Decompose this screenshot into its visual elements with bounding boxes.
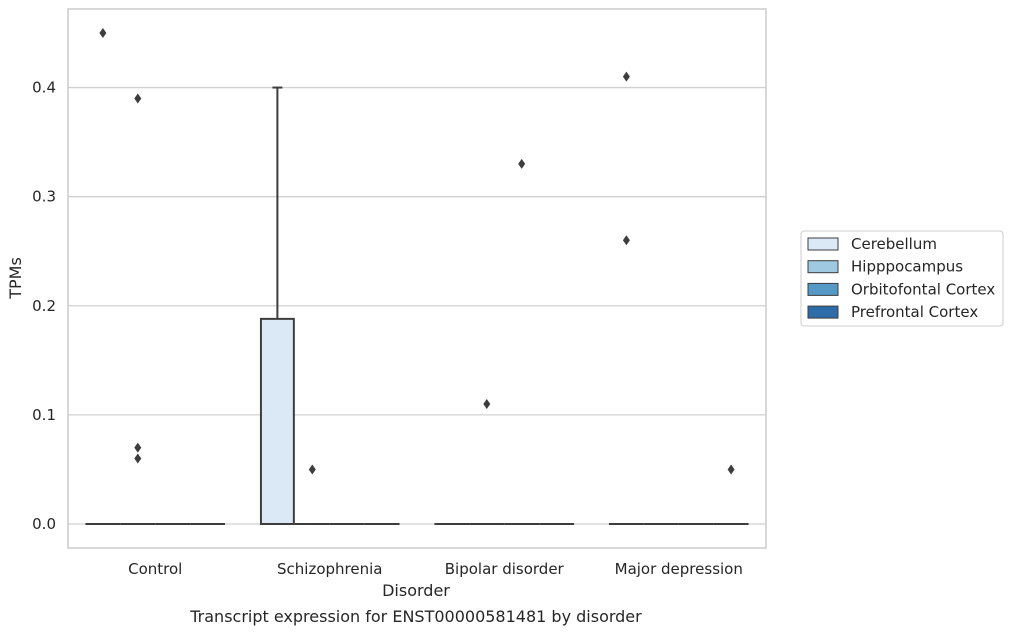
- box-group: [294, 464, 330, 526]
- x-tick-label: Schizophrenia: [277, 560, 382, 578]
- legend-swatch: [807, 305, 839, 319]
- outlier-point: [622, 71, 630, 82]
- box-body: [259, 317, 295, 525]
- outlier-point: [622, 235, 630, 246]
- legend-label: Cerebellum: [851, 235, 937, 253]
- legend: Cerebellum Hipppocampus Orbitofontal Corte…: [800, 230, 1004, 327]
- box-group: [608, 71, 644, 526]
- x-tick-label: Major depression: [615, 560, 743, 578]
- legend-swatch: [807, 260, 839, 274]
- x-axis-title: Disorder: [382, 581, 450, 600]
- legend-label: Hipppocampus: [851, 258, 963, 276]
- outlier-point: [134, 93, 142, 104]
- outlier-point: [518, 158, 526, 169]
- box-group: [85, 28, 121, 526]
- chart-caption: Transcript expression for ENST0000058148…: [189, 607, 642, 626]
- outlier-point: [99, 28, 107, 39]
- y-tick-label: 0.0: [32, 515, 56, 533]
- legend-swatch: [807, 237, 839, 251]
- outlier-point: [308, 464, 316, 475]
- grid-lines: [68, 86, 766, 525]
- plot-area-frame: [67, 8, 767, 549]
- y-tick-label: 0.2: [32, 297, 56, 315]
- outlier-point: [134, 453, 142, 464]
- legend-label: Prefrontal Cortex: [851, 303, 978, 321]
- y-tick-label: 0.4: [32, 79, 56, 97]
- y-axis-title: TPMs: [6, 257, 25, 300]
- x-tick-label: Bipolar disorder: [445, 560, 565, 578]
- outlier-point: [483, 398, 491, 409]
- y-tick-label: 0.3: [32, 188, 56, 206]
- legend-label: Orbitofontal Cortex: [851, 280, 995, 298]
- x-tick-label: Control: [128, 560, 182, 578]
- box-group: [259, 86, 295, 525]
- box-group: [469, 398, 505, 526]
- box-group: [504, 158, 540, 526]
- outlier-point: [727, 464, 735, 475]
- y-axis-ticks: 0.0 0.1 0.2 0.3 0.4: [32, 79, 56, 533]
- box-plot-marks: [85, 28, 749, 526]
- y-tick-label: 0.1: [32, 406, 56, 424]
- outlier-point: [134, 442, 142, 453]
- x-axis-ticks: Control Schizophrenia Bipolar disorder Majo…: [128, 560, 743, 578]
- legend-swatch: [807, 282, 839, 296]
- box-group: [120, 93, 156, 526]
- box-group: [713, 464, 749, 526]
- legend-frame: [800, 230, 1004, 327]
